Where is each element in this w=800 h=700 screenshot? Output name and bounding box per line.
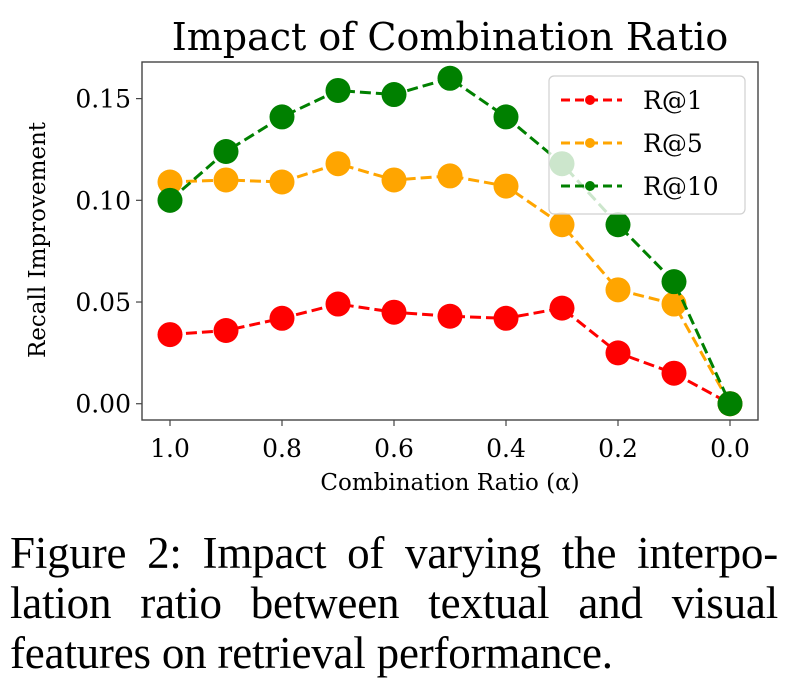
y-tick-label: 0.10	[75, 186, 131, 215]
legend-item: R@10	[561, 172, 719, 201]
data-point	[157, 169, 183, 195]
series-r5	[157, 151, 743, 417]
legend-box	[548, 75, 746, 215]
x-tick-label: 1.0	[150, 434, 190, 463]
x-axis-label: Combination Ratio (α)	[320, 470, 579, 496]
series-line	[169, 76, 732, 405]
data-point	[157, 187, 183, 213]
plot-frame	[141, 61, 759, 421]
series-layer	[157, 65, 743, 417]
data-point	[381, 82, 407, 108]
data-point	[269, 169, 295, 195]
data-point	[325, 151, 351, 177]
series-r1	[157, 291, 743, 417]
legend-label: R@1	[643, 86, 703, 115]
caption-line: Figure 2: Impact of varying the interpo-	[10, 528, 778, 578]
legend-label: R@10	[643, 172, 719, 201]
x-tick-label: 0.8	[262, 434, 302, 463]
data-point	[661, 269, 687, 295]
x-tick-label: 0.4	[486, 434, 526, 463]
data-point	[437, 163, 463, 189]
data-point	[381, 167, 407, 193]
data-point	[605, 277, 631, 303]
y-axis-label: Recall Improvement	[25, 121, 51, 358]
data-point	[605, 340, 631, 366]
data-point	[661, 360, 687, 386]
data-point	[213, 167, 239, 193]
data-point	[493, 104, 519, 130]
data-point	[437, 65, 463, 91]
data-point	[437, 303, 463, 329]
y-tick-label: 0.00	[75, 390, 131, 419]
axes-frame	[141, 61, 759, 421]
data-point	[549, 212, 575, 238]
recall-improvement-chart: Impact of Combination Ratio 1.0 0.8 0.6 0.4…	[25, 15, 759, 496]
y-tick-label: 0.15	[75, 85, 131, 114]
series-line	[169, 302, 731, 406]
legend-item: R@5	[561, 129, 703, 158]
chart-title: Impact of Combination Ratio	[172, 15, 729, 59]
figure-caption: Figure 2: Impact of varying the interpo-…	[10, 528, 778, 678]
data-point	[213, 318, 239, 343]
legend-marker	[585, 138, 595, 148]
data-point	[661, 291, 687, 317]
data-point	[269, 305, 295, 331]
caption-line: features on retrieval performance.	[10, 628, 613, 678]
data-point	[717, 391, 743, 417]
data-point	[493, 305, 519, 331]
data-point	[493, 173, 519, 199]
legend-marker	[585, 181, 595, 191]
legend-item: R@1	[561, 86, 703, 115]
legend-marker	[585, 95, 595, 105]
series-line	[169, 162, 732, 405]
data-point	[269, 104, 295, 130]
data-point	[325, 291, 351, 317]
data-point	[549, 295, 575, 321]
legend-label: R@5	[643, 129, 703, 158]
x-tick-label: 0.6	[374, 434, 414, 463]
data-point	[605, 212, 631, 238]
x-axis-ticks: 1.0 0.8 0.6 0.4 0.2 0.0	[150, 420, 750, 463]
data-point	[381, 299, 407, 325]
legend: R@1 R@5 R@10	[548, 75, 746, 215]
y-tick-label: 0.05	[75, 288, 131, 317]
x-tick-label: 0.2	[598, 434, 638, 463]
data-point	[213, 139, 239, 164]
data-point	[325, 77, 351, 103]
y-axis-ticks: 0.00 0.05 0.10 0.15	[75, 85, 142, 419]
caption-line: lation ratio between textual and visual	[10, 578, 778, 628]
data-point	[157, 322, 183, 348]
x-tick-label: 0.0	[710, 434, 750, 463]
